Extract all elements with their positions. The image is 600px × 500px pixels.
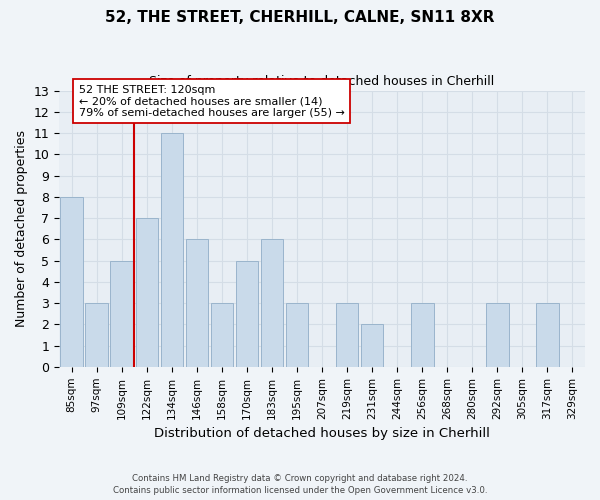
X-axis label: Distribution of detached houses by size in Cherhill: Distribution of detached houses by size … — [154, 427, 490, 440]
Title: Size of property relative to detached houses in Cherhill: Size of property relative to detached ho… — [149, 75, 495, 88]
Text: 52 THE STREET: 120sqm
← 20% of detached houses are smaller (14)
79% of semi-deta: 52 THE STREET: 120sqm ← 20% of detached … — [79, 84, 344, 118]
Bar — [236, 260, 258, 367]
Bar — [336, 303, 358, 367]
Y-axis label: Number of detached properties: Number of detached properties — [15, 130, 28, 327]
Bar — [61, 197, 83, 367]
Bar — [361, 324, 383, 367]
Bar — [261, 240, 283, 367]
Bar — [110, 260, 133, 367]
Bar — [211, 303, 233, 367]
Bar — [136, 218, 158, 367]
Text: 52, THE STREET, CHERHILL, CALNE, SN11 8XR: 52, THE STREET, CHERHILL, CALNE, SN11 8X… — [105, 10, 495, 25]
Bar — [85, 303, 108, 367]
Bar — [185, 240, 208, 367]
Bar — [536, 303, 559, 367]
Text: Contains HM Land Registry data © Crown copyright and database right 2024.
Contai: Contains HM Land Registry data © Crown c… — [113, 474, 487, 495]
Bar — [411, 303, 434, 367]
Bar — [286, 303, 308, 367]
Bar — [486, 303, 509, 367]
Bar — [161, 133, 183, 367]
